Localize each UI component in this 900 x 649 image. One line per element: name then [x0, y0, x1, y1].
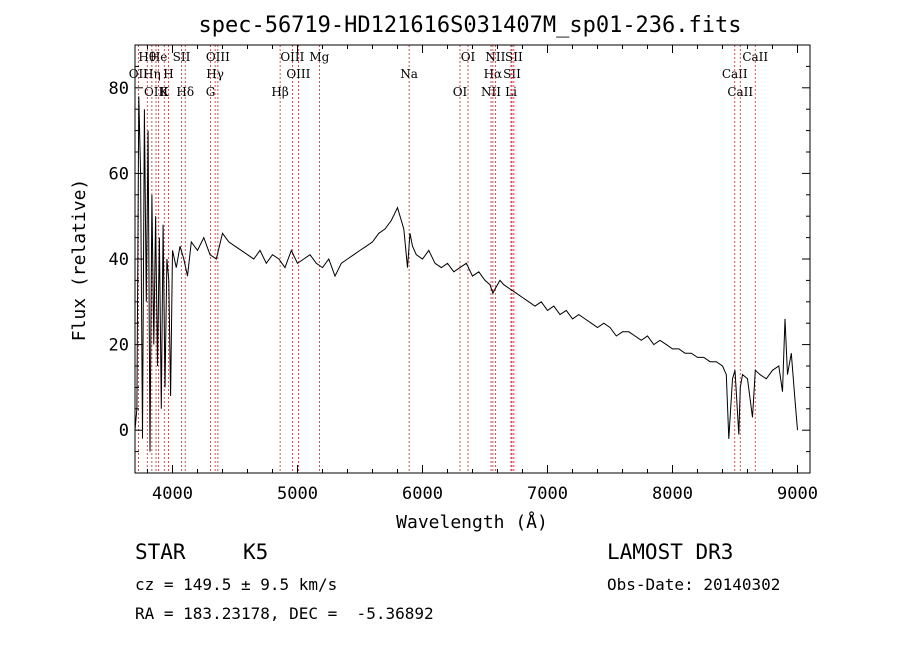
x-tick-label: 4000 — [152, 484, 193, 504]
emission-line-label: OI — [461, 50, 476, 64]
obs-date-text: Obs-Date: 20140302 — [607, 575, 781, 594]
survey-label: LAMOST DR3 — [607, 540, 734, 564]
emission-line-label: K — [160, 85, 170, 99]
x-tick-label: 9000 — [777, 484, 818, 504]
plot-frame — [134, 44, 811, 474]
redshift-text: cz = 149.5 ± 9.5 km/s — [135, 575, 338, 594]
emission-line-label: SII — [505, 50, 523, 64]
object-class: STAR — [135, 540, 186, 564]
emission-line-label: OIII — [286, 67, 310, 81]
x-axis-label: Wavelength (Å) — [396, 511, 548, 533]
emission-line-label: SII — [173, 50, 191, 64]
emission-line-label: CaII — [727, 85, 753, 99]
emission-line-label: CaII — [742, 50, 768, 64]
emission-line-label: H — [163, 67, 173, 81]
x-tick-label: 8000 — [652, 484, 693, 504]
radec-text: RA = 183.23178, DEC = -5.36892 — [135, 604, 434, 623]
emission-line-label: NII — [485, 50, 505, 64]
object-subclass: K5 — [243, 540, 269, 564]
emission-line-label: Hη — [143, 67, 161, 81]
emission-line-label: OIII — [280, 50, 304, 64]
x-tick-label: 6000 — [402, 484, 443, 504]
emission-line-label: Hα — [484, 67, 503, 81]
emission-line-label: Hδ — [176, 85, 194, 99]
emission-line-label: Li — [505, 85, 517, 99]
x-axis: 4000 5000 6000 7000 8000 9000 — [147, 45, 818, 504]
x-tick-label: 7000 — [527, 484, 568, 504]
y-axis-label: Flux (relative) — [69, 179, 90, 342]
emission-line-label: G — [206, 85, 216, 99]
y-tick-label: 40 — [109, 250, 129, 270]
emission-line-label: OI — [453, 85, 468, 99]
x-tick-label: 5000 — [277, 484, 318, 504]
emission-line-label: Hβ — [271, 85, 288, 99]
y-tick-label: 80 — [109, 79, 129, 99]
chart-title: spec-56719-HD121616S031407M_sp01-236.fit… — [198, 13, 741, 38]
emission-line-label: OII — [129, 67, 149, 81]
y-tick-label: 0 — [119, 421, 129, 441]
series-layer — [134, 96, 798, 452]
y-tick-label: 60 — [109, 164, 129, 184]
emission-line-label: CaII — [722, 67, 748, 81]
emission-line-label: He — [150, 50, 168, 64]
emission-line-label: Na — [400, 67, 418, 81]
emission-line-label: NII — [481, 85, 501, 99]
y-axis: 0 20 40 60 80 — [109, 44, 810, 474]
emission-line-label: OIII — [206, 50, 230, 64]
spectrum-line — [134, 96, 798, 452]
y-tick-label: 20 — [109, 336, 129, 356]
emission-line-label: Mg — [309, 50, 329, 64]
emission-lines-layer: HθOIIOIIIHeHηKSIIHHδOIIIHγGOIIIOIIIHβMgN… — [129, 45, 768, 473]
emission-line-label: Hγ — [206, 67, 224, 81]
emission-line-label: SII — [503, 67, 521, 81]
emission-line-label: OIII — [144, 85, 168, 99]
